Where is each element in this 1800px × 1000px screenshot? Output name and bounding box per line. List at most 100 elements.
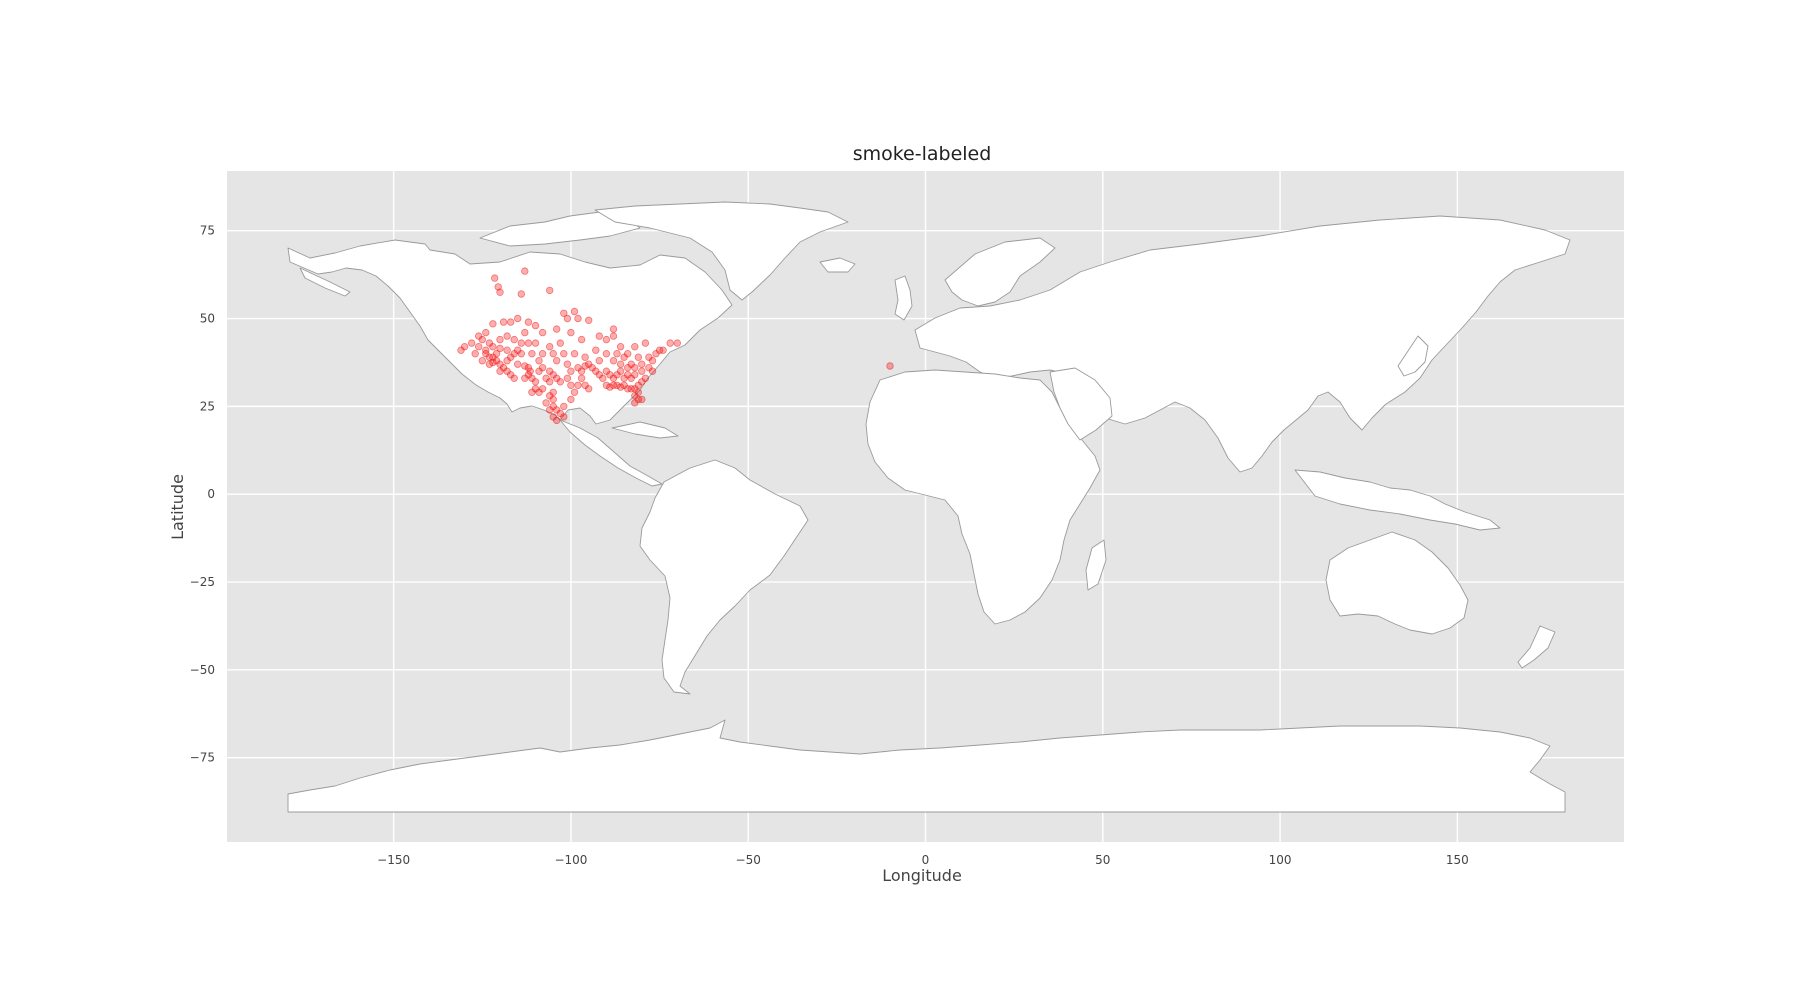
smoke-point [634,381,642,389]
smoke-point [521,362,529,370]
smoke-point [528,350,536,358]
smoke-point [549,350,557,358]
smoke-point [638,378,646,386]
alaska-peninsula-land [299,267,351,297]
smoke-point [648,357,657,365]
y-tick-label: −25 [190,575,215,589]
smoke-point [499,318,508,326]
smoke-point [542,399,550,407]
smoke-point [567,328,575,337]
smoke-point [553,374,561,382]
smoke-point [510,335,518,344]
smoke-point [560,309,568,317]
smoke-point [524,371,533,379]
smoke-point [620,353,628,361]
smoke-point [489,320,497,328]
smoke-point [546,378,554,386]
smoke-point [489,343,497,351]
y-tick-label: 0 [207,487,215,501]
x-tick-label: 150 [1446,853,1469,867]
smoke-point [546,392,554,400]
smoke-point [631,343,639,351]
smoke-point [641,339,650,347]
smoke-point [666,339,674,347]
smoke-point [616,343,625,351]
smoke-point [592,346,600,354]
smoke-point [673,339,681,347]
smoke-point [535,357,543,365]
smoke-point [616,360,625,368]
smoke-point [496,344,504,353]
smoke-point [489,353,497,361]
smoke-point [535,388,543,396]
x-axis-label: Longitude [882,866,962,885]
smoke-point [496,360,504,368]
smoke-point [521,374,529,382]
smoke-point [549,388,557,396]
smoke-point [546,367,554,375]
central-america-land [559,419,663,487]
smoke-point [659,346,667,354]
smoke-point [585,360,593,368]
smoke-point [652,350,660,358]
smoke-point [638,360,646,368]
smoke-point [542,374,550,382]
smoke-point [641,374,650,382]
south-america-land [639,459,809,695]
uk-land [894,275,913,321]
smoke-point [457,346,465,354]
smoke-point [638,395,646,404]
smoke-point [563,360,572,368]
smoke-point [595,357,603,365]
y-tick-label: 75 [200,224,215,238]
y-tick-labels: 75 50 25 0 −25 −50 −75 [190,224,215,765]
smoke-point [507,318,515,326]
scandinavia-land [944,237,1056,307]
smoke-point [588,364,596,372]
smoke-point [620,381,628,389]
smoke-point [546,343,554,351]
smoke-point [538,385,547,393]
smoke-point [468,339,476,347]
smoke-point [560,350,568,358]
x-tick-label: −50 [736,853,761,867]
new-zealand-land [1517,625,1556,669]
smoke-point [549,413,557,421]
smoke-point [602,381,611,389]
x-tick-label: 50 [1095,853,1110,867]
smoke-point [624,350,632,358]
smoke-point [499,364,508,372]
smoke-point [503,367,511,375]
smoke-point [599,374,607,382]
y-tick-label: −50 [190,663,215,677]
y-axis-label: Latitude [168,474,187,540]
smoke-point [570,350,579,358]
smoke-point [645,353,653,361]
smoke-point [492,350,501,358]
smoke-point [556,378,564,386]
smoke-point [538,364,547,372]
smoke-point [574,381,582,389]
smoke-point [482,346,490,354]
smoke-point [602,350,611,358]
smoke-point [535,367,543,375]
smoke-point [616,383,625,391]
smoke-point [570,307,579,316]
madagascar-land [1085,539,1107,591]
smoke-point [624,364,632,372]
smoke-point [503,346,511,354]
smoke-point [638,367,646,375]
smoke-point [567,381,575,389]
smoke-point [514,314,522,323]
smoke-point [567,367,575,375]
smoke-point [574,314,582,323]
smoke-point [655,346,664,354]
smoke-point [492,357,501,365]
smoke-point [549,371,557,379]
smoke-point [606,383,614,391]
smoke-point [496,367,504,375]
smoke-point [482,350,490,358]
smoke-point [494,283,502,291]
smoke-point [546,406,554,414]
smoke-point [528,374,536,382]
